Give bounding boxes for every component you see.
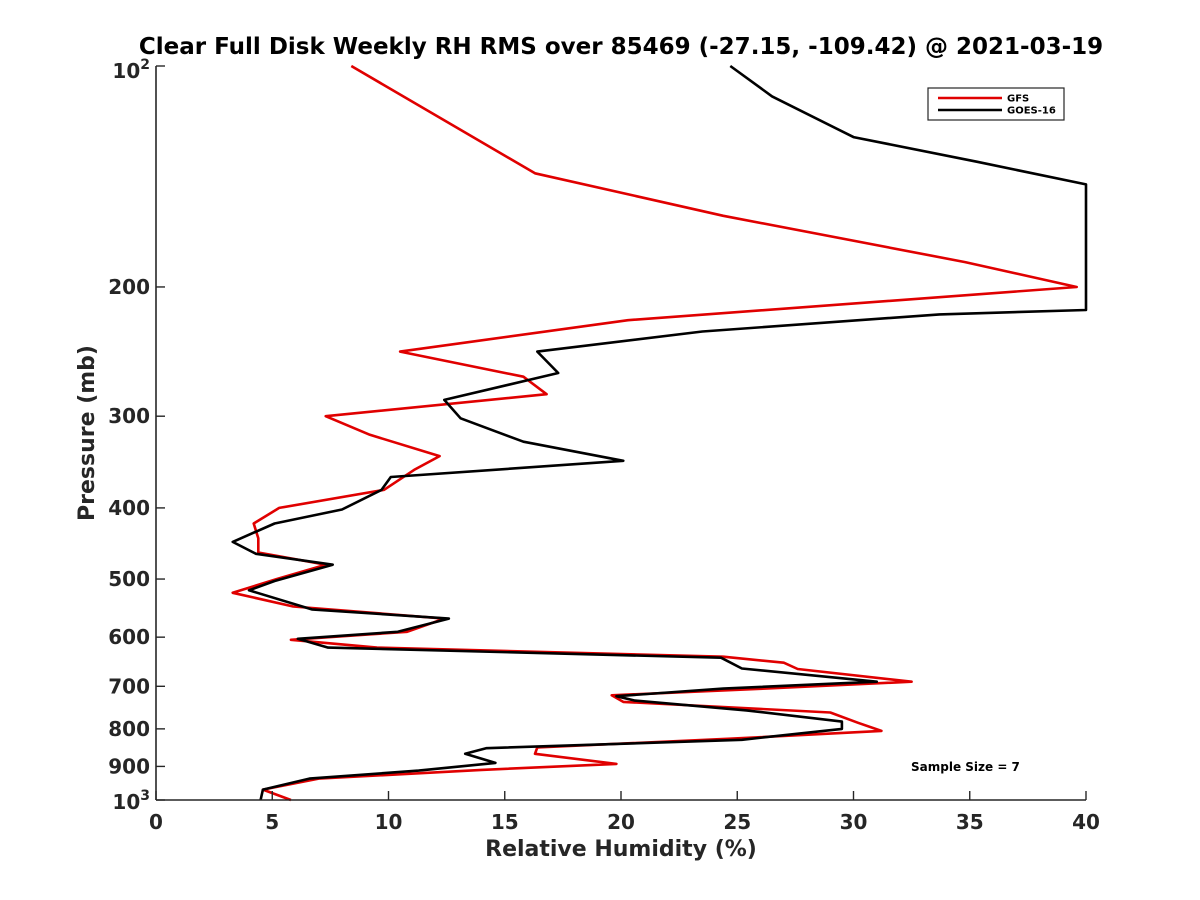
legend-box — [927, 87, 1065, 121]
x-tick-label: 0 — [149, 810, 163, 834]
series-line-goes-16 — [231, 64, 1088, 801]
x-axis-label: Relative Humidity (%) — [485, 837, 757, 862]
y-tick-label: 700 — [108, 674, 150, 698]
y-axis-ticks: 200 300 400 500 600 700 800 900 102 103 — [108, 57, 165, 814]
chart-title: Clear Full Disk Weekly RH RMS over 85469… — [139, 34, 1103, 60]
x-tick-label: 15 — [491, 810, 519, 834]
y-tick-label-power: 103 — [112, 788, 150, 814]
y-tick-label: 800 — [108, 717, 150, 741]
plot-area: 0 5 10 15 20 25 30 35 40 200 300 400 500 600 700 800 90… — [108, 57, 1100, 834]
y-tick-label: 300 — [108, 404, 150, 428]
x-tick-label: 10 — [375, 810, 403, 834]
series-line-gfs — [231, 64, 1078, 802]
x-tick-label: 40 — [1072, 810, 1100, 834]
y-tick-label-power: 102 — [112, 57, 150, 83]
y-tick-label: 500 — [108, 567, 150, 591]
legend-label-goes-16: GOES-16 — [1007, 106, 1056, 117]
x-tick-label: 30 — [840, 810, 868, 834]
series-layer — [231, 64, 1088, 802]
y-tick-label: 400 — [108, 496, 150, 520]
y-axis-label: Pressure (mb) — [75, 345, 100, 521]
y-tick-label: 600 — [108, 625, 150, 649]
legend-label-gfs: GFS — [1007, 94, 1029, 105]
x-axis-ticks: 0 5 10 15 20 25 30 35 40 — [149, 791, 1100, 834]
x-tick-label: 35 — [956, 810, 984, 834]
y-tick-label: 900 — [108, 754, 150, 778]
y-tick-label: 200 — [108, 275, 150, 299]
x-tick-label: 5 — [265, 810, 279, 834]
x-tick-label: 25 — [723, 810, 751, 834]
x-tick-label: 20 — [607, 810, 635, 834]
legend: GFS GOES-16 — [927, 87, 1065, 121]
sample-size-annotation: Sample Size = 7 — [911, 760, 1020, 774]
